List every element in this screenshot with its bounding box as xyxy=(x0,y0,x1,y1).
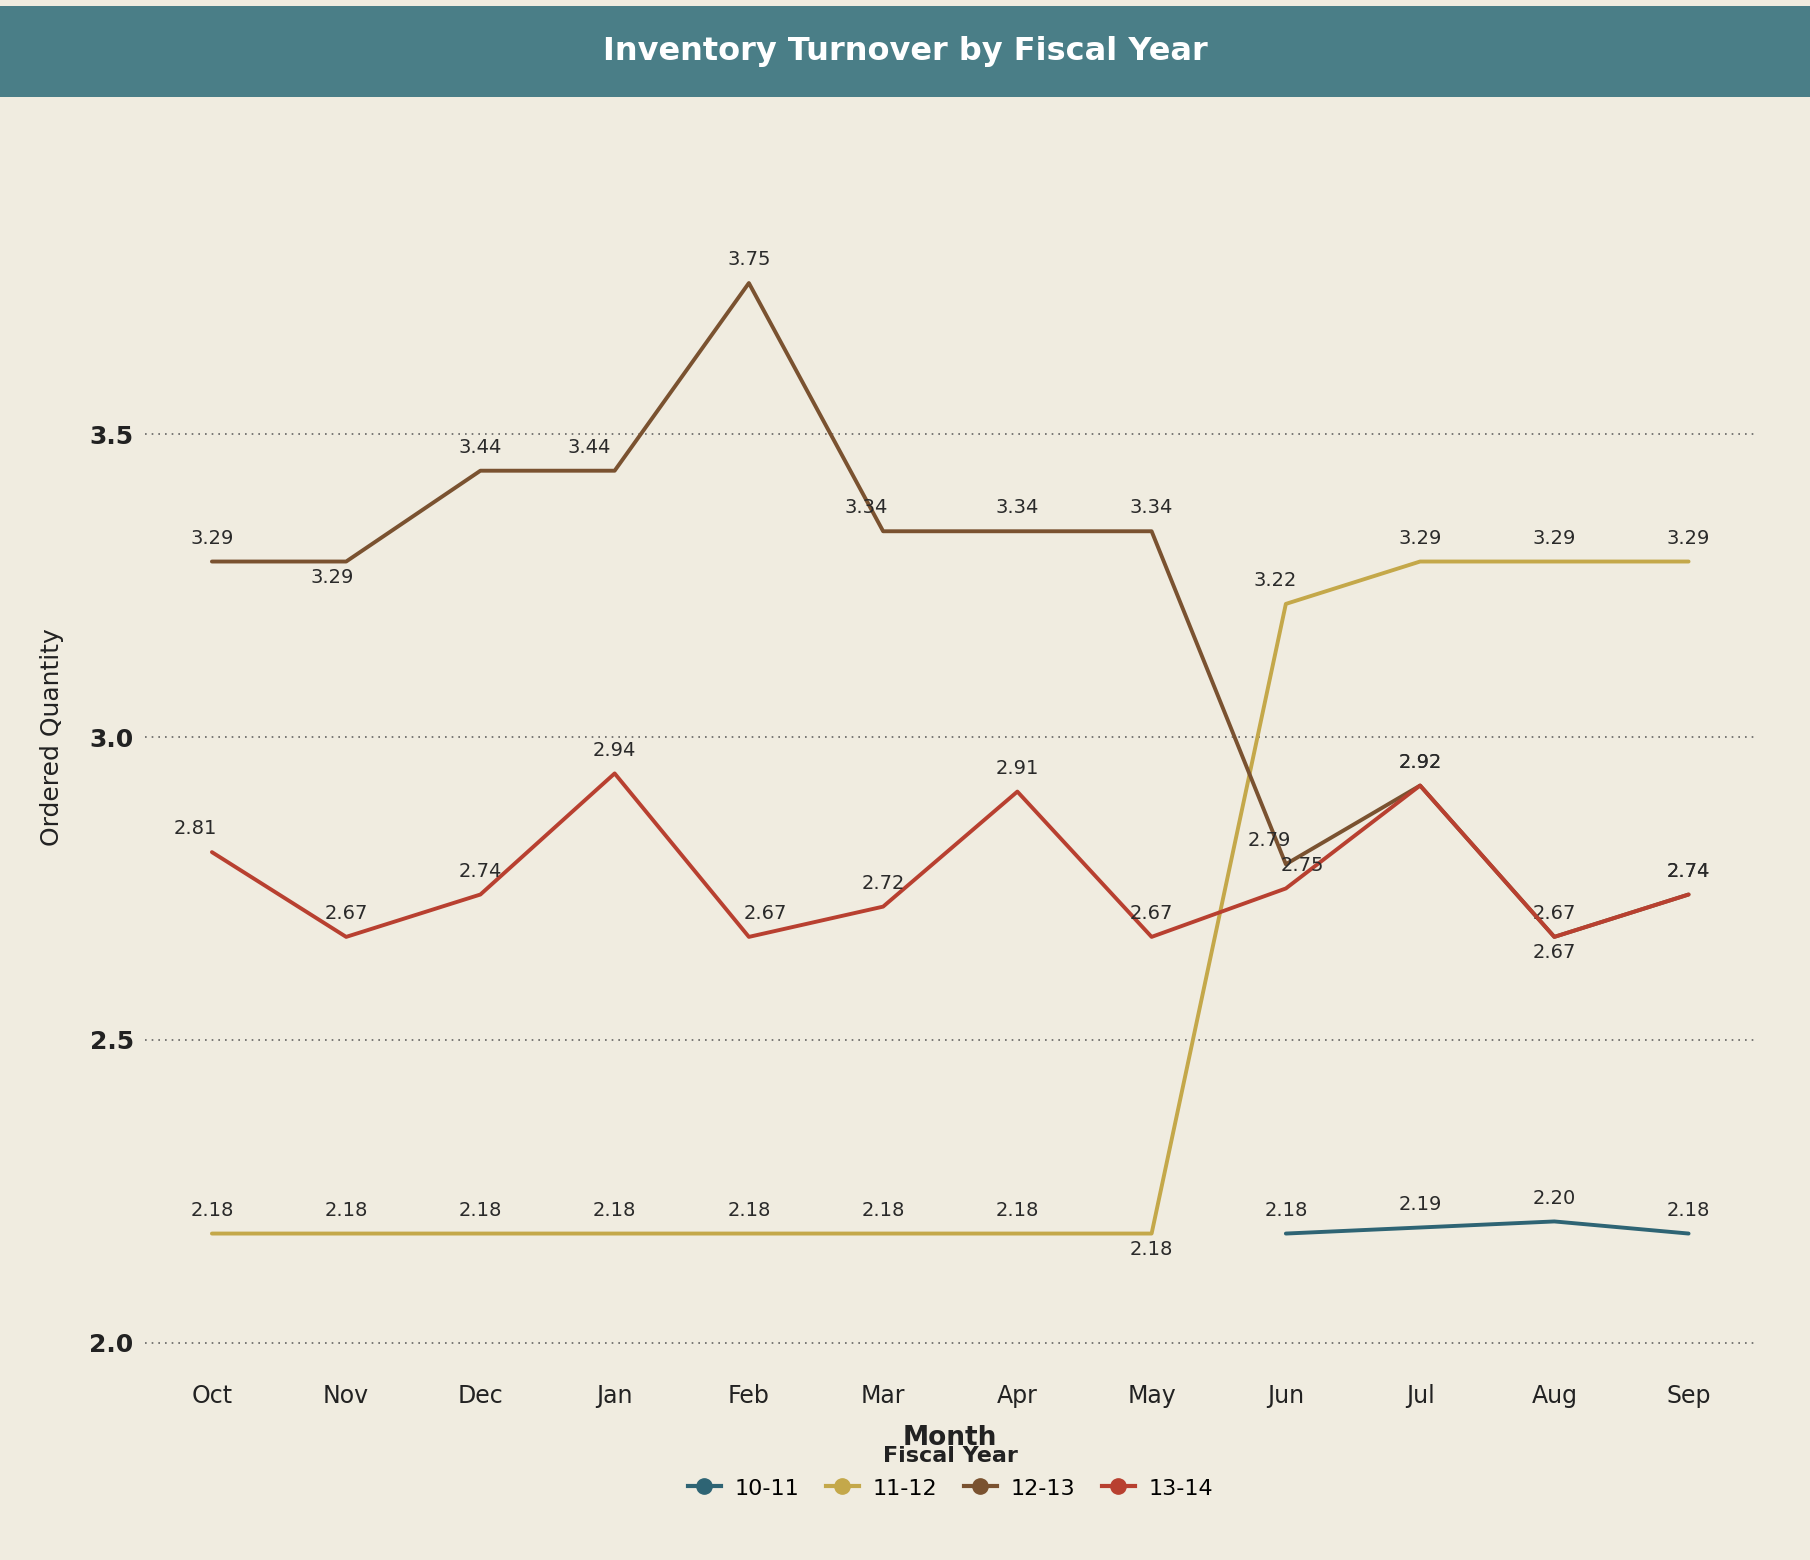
Text: 3.29: 3.29 xyxy=(311,568,355,587)
Text: 2.75: 2.75 xyxy=(1281,855,1325,875)
Text: 3.29: 3.29 xyxy=(1667,529,1710,548)
Text: 2.67: 2.67 xyxy=(744,903,787,924)
Text: 2.67: 2.67 xyxy=(1533,903,1577,924)
Text: 2.67: 2.67 xyxy=(1533,942,1577,963)
Text: 2.18: 2.18 xyxy=(324,1201,367,1220)
Text: 3.29: 3.29 xyxy=(1533,529,1577,548)
Text: 2.92: 2.92 xyxy=(1399,752,1443,772)
Text: 2.18: 2.18 xyxy=(862,1201,905,1220)
Text: 2.94: 2.94 xyxy=(594,741,637,760)
Text: Inventory Turnover by Fiscal Year: Inventory Turnover by Fiscal Year xyxy=(603,36,1207,67)
Text: 2.67: 2.67 xyxy=(324,903,367,924)
Text: 3.22: 3.22 xyxy=(1253,571,1296,590)
Text: 2.72: 2.72 xyxy=(862,874,905,892)
Text: 2.18: 2.18 xyxy=(1667,1201,1710,1220)
Text: 2.18: 2.18 xyxy=(458,1201,501,1220)
Text: 2.18: 2.18 xyxy=(190,1201,233,1220)
Legend: 10-11, 11-12, 12-13, 13-14: 10-11, 11-12, 12-13, 13-14 xyxy=(679,1437,1222,1509)
Text: 3.44: 3.44 xyxy=(568,438,612,457)
Text: 2.91: 2.91 xyxy=(996,758,1039,778)
Text: 2.74: 2.74 xyxy=(458,861,501,881)
Y-axis label: Ordered Quantity: Ordered Quantity xyxy=(40,629,65,846)
Text: 2.92: 2.92 xyxy=(1399,752,1443,772)
X-axis label: Month: Month xyxy=(903,1424,997,1451)
Text: 2.67: 2.67 xyxy=(1129,903,1173,924)
Text: 2.79: 2.79 xyxy=(1247,831,1291,850)
Text: 2.81: 2.81 xyxy=(174,819,217,838)
Text: 3.44: 3.44 xyxy=(458,438,501,457)
Text: 3.29: 3.29 xyxy=(190,529,233,548)
Text: 3.75: 3.75 xyxy=(728,250,771,270)
Text: 3.34: 3.34 xyxy=(1129,498,1173,518)
Text: 2.19: 2.19 xyxy=(1399,1195,1443,1214)
Text: 2.20: 2.20 xyxy=(1533,1189,1577,1207)
Text: 2.74: 2.74 xyxy=(1667,861,1710,881)
Text: 3.34: 3.34 xyxy=(996,498,1039,518)
Text: 2.18: 2.18 xyxy=(1263,1201,1307,1220)
Text: 2.74: 2.74 xyxy=(1667,861,1710,881)
Text: 2.18: 2.18 xyxy=(728,1201,771,1220)
Text: 2.18: 2.18 xyxy=(996,1201,1039,1220)
Text: 3.34: 3.34 xyxy=(845,498,889,518)
Text: 2.18: 2.18 xyxy=(1129,1240,1173,1259)
Text: 3.29: 3.29 xyxy=(1399,529,1443,548)
Text: 2.18: 2.18 xyxy=(594,1201,637,1220)
